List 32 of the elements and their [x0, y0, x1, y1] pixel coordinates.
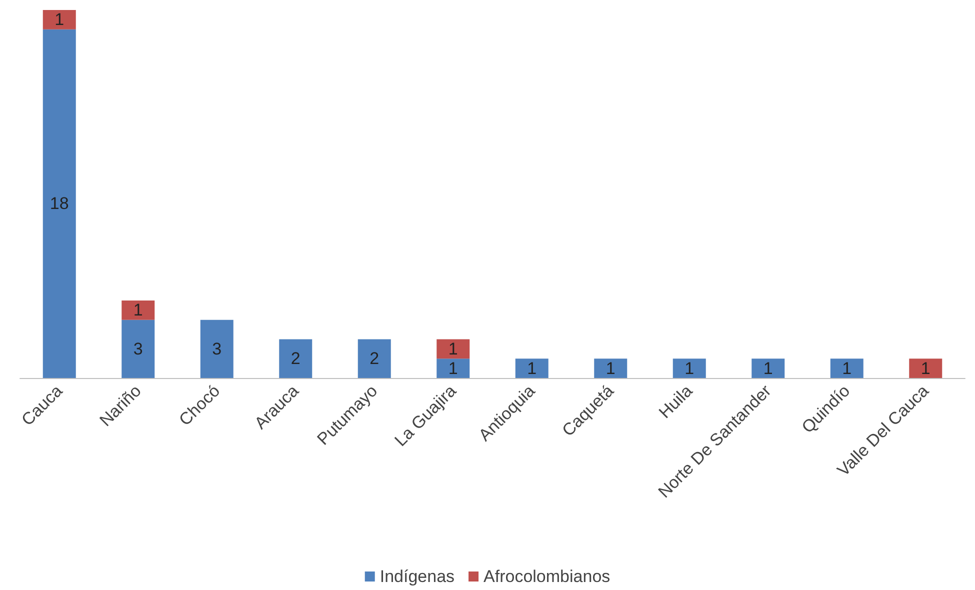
- bar: [122, 320, 155, 378]
- bar: [42, 10, 76, 30]
- bar: [436, 339, 470, 359]
- bar: [436, 358, 470, 378]
- data-label: 1: [54, 10, 64, 30]
- bar: [752, 358, 785, 378]
- data-label: 1: [448, 339, 458, 358]
- bar: [672, 358, 706, 378]
- bar: [515, 358, 548, 378]
- data-label: 3: [212, 339, 222, 358]
- data-label: 1: [606, 358, 616, 378]
- data-label: 1: [920, 358, 930, 378]
- bar: [830, 358, 864, 378]
- bar: [122, 300, 155, 320]
- bar: [358, 339, 391, 378]
- bar: [42, 29, 76, 378]
- data-label: 3: [133, 339, 143, 358]
- bar: [279, 339, 312, 378]
- data-label: 2: [370, 349, 380, 368]
- data-label: 1: [763, 358, 773, 378]
- data-label: 18: [50, 194, 69, 214]
- data-label: 2: [290, 349, 300, 368]
- data-label: 1: [133, 300, 143, 320]
- bar: [909, 358, 942, 378]
- data-label: 1: [842, 358, 852, 378]
- legend-label: Indígenas: [380, 567, 455, 586]
- data-label: 1: [527, 358, 537, 378]
- bar: [594, 358, 628, 378]
- data-label: 1: [448, 358, 458, 378]
- data-label: 1: [684, 358, 694, 378]
- bar: [200, 320, 234, 378]
- legend-label: Afrocolombianos: [484, 567, 610, 586]
